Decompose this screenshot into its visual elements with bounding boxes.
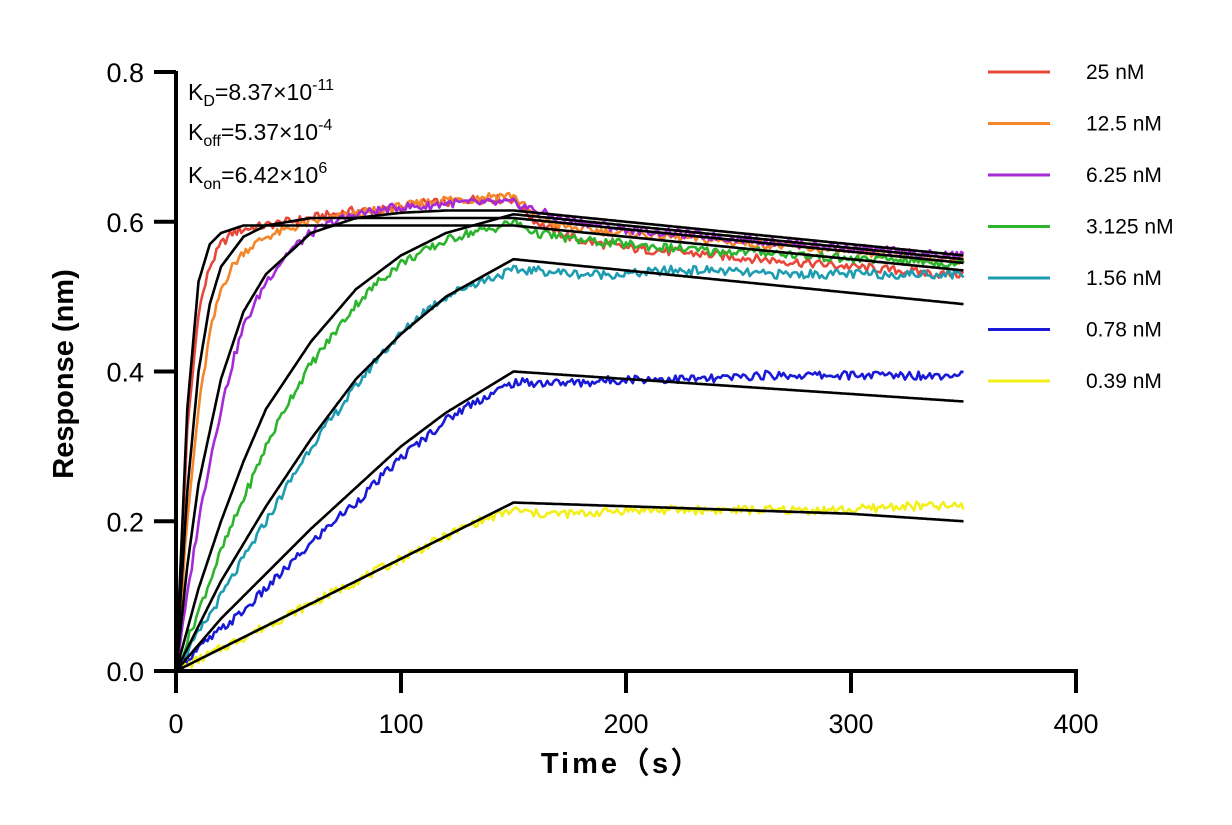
kon-exp: 6 [318,160,327,177]
legend: 25 nM 12.5 nM 6.25 nM 3.125 nM 1.56 nM 0.78 n… [988,61,1174,393]
x-tick-label: 300 [828,709,873,739]
kon-prefix: K [188,162,204,188]
kd-sub: D [203,93,215,110]
series-line [174,217,965,672]
kon-annotation: Kon=6.42×106 [188,160,327,193]
x-axis-title: Time（s） [541,747,703,780]
kd-value: =8.37×10 [215,79,312,105]
x-tick-label: 100 [378,709,423,739]
kd-prefix: K [188,79,204,105]
fit-curve [175,370,964,672]
koff-annotation: Koff=5.37×10-4 [188,117,332,150]
y-tick-label: 0.8 [106,58,144,88]
series-line [175,369,964,672]
koff-sub: off [203,133,221,150]
fit-curve [175,501,964,673]
koff-value: =5.37×10 [221,119,318,145]
fit-lines-overlay [174,209,964,673]
legend-label: 6.25 nM [1086,164,1162,187]
fit-curve [174,224,964,672]
x-tick-label: 400 [1053,709,1098,739]
fit-curve [174,257,964,672]
legend-label: 3.125 nM [1086,216,1174,239]
legend-label: 12.5 nM [1086,113,1162,136]
koff-prefix: K [188,119,204,145]
fit-curve [174,216,964,672]
kd-annotation: KD=8.37×10-11 [188,77,334,110]
legend-label: 0.78 nM [1086,319,1162,342]
x-tick-label: 200 [603,709,648,739]
fit-curve [174,213,964,672]
kon-sub: on [203,176,221,193]
legend-label: 1.56 nM [1086,267,1162,290]
axes: 0.0 0.2 0.4 0.6 0.8 0 100 200 300 400 [106,58,1098,739]
y-tick-label: 0.4 [106,358,144,388]
kd-exp: -11 [312,77,334,94]
x-tick-label: 0 [168,709,183,739]
y-tick-label: 0.6 [106,208,144,238]
y-tick-label: 0.0 [106,657,144,687]
series-line [174,193,965,672]
series-line [175,500,965,673]
y-tick-label: 0.2 [106,507,144,537]
legend-label: 25 nM [1086,61,1144,84]
series-line [174,197,965,672]
kon-value: =6.42×10 [221,162,318,188]
y-axis-title: Response (nm) [48,269,80,478]
koff-exp: -4 [318,117,332,134]
series-line [174,264,965,672]
fit-curve [174,209,964,672]
legend-label: 0.39 nM [1086,370,1162,393]
